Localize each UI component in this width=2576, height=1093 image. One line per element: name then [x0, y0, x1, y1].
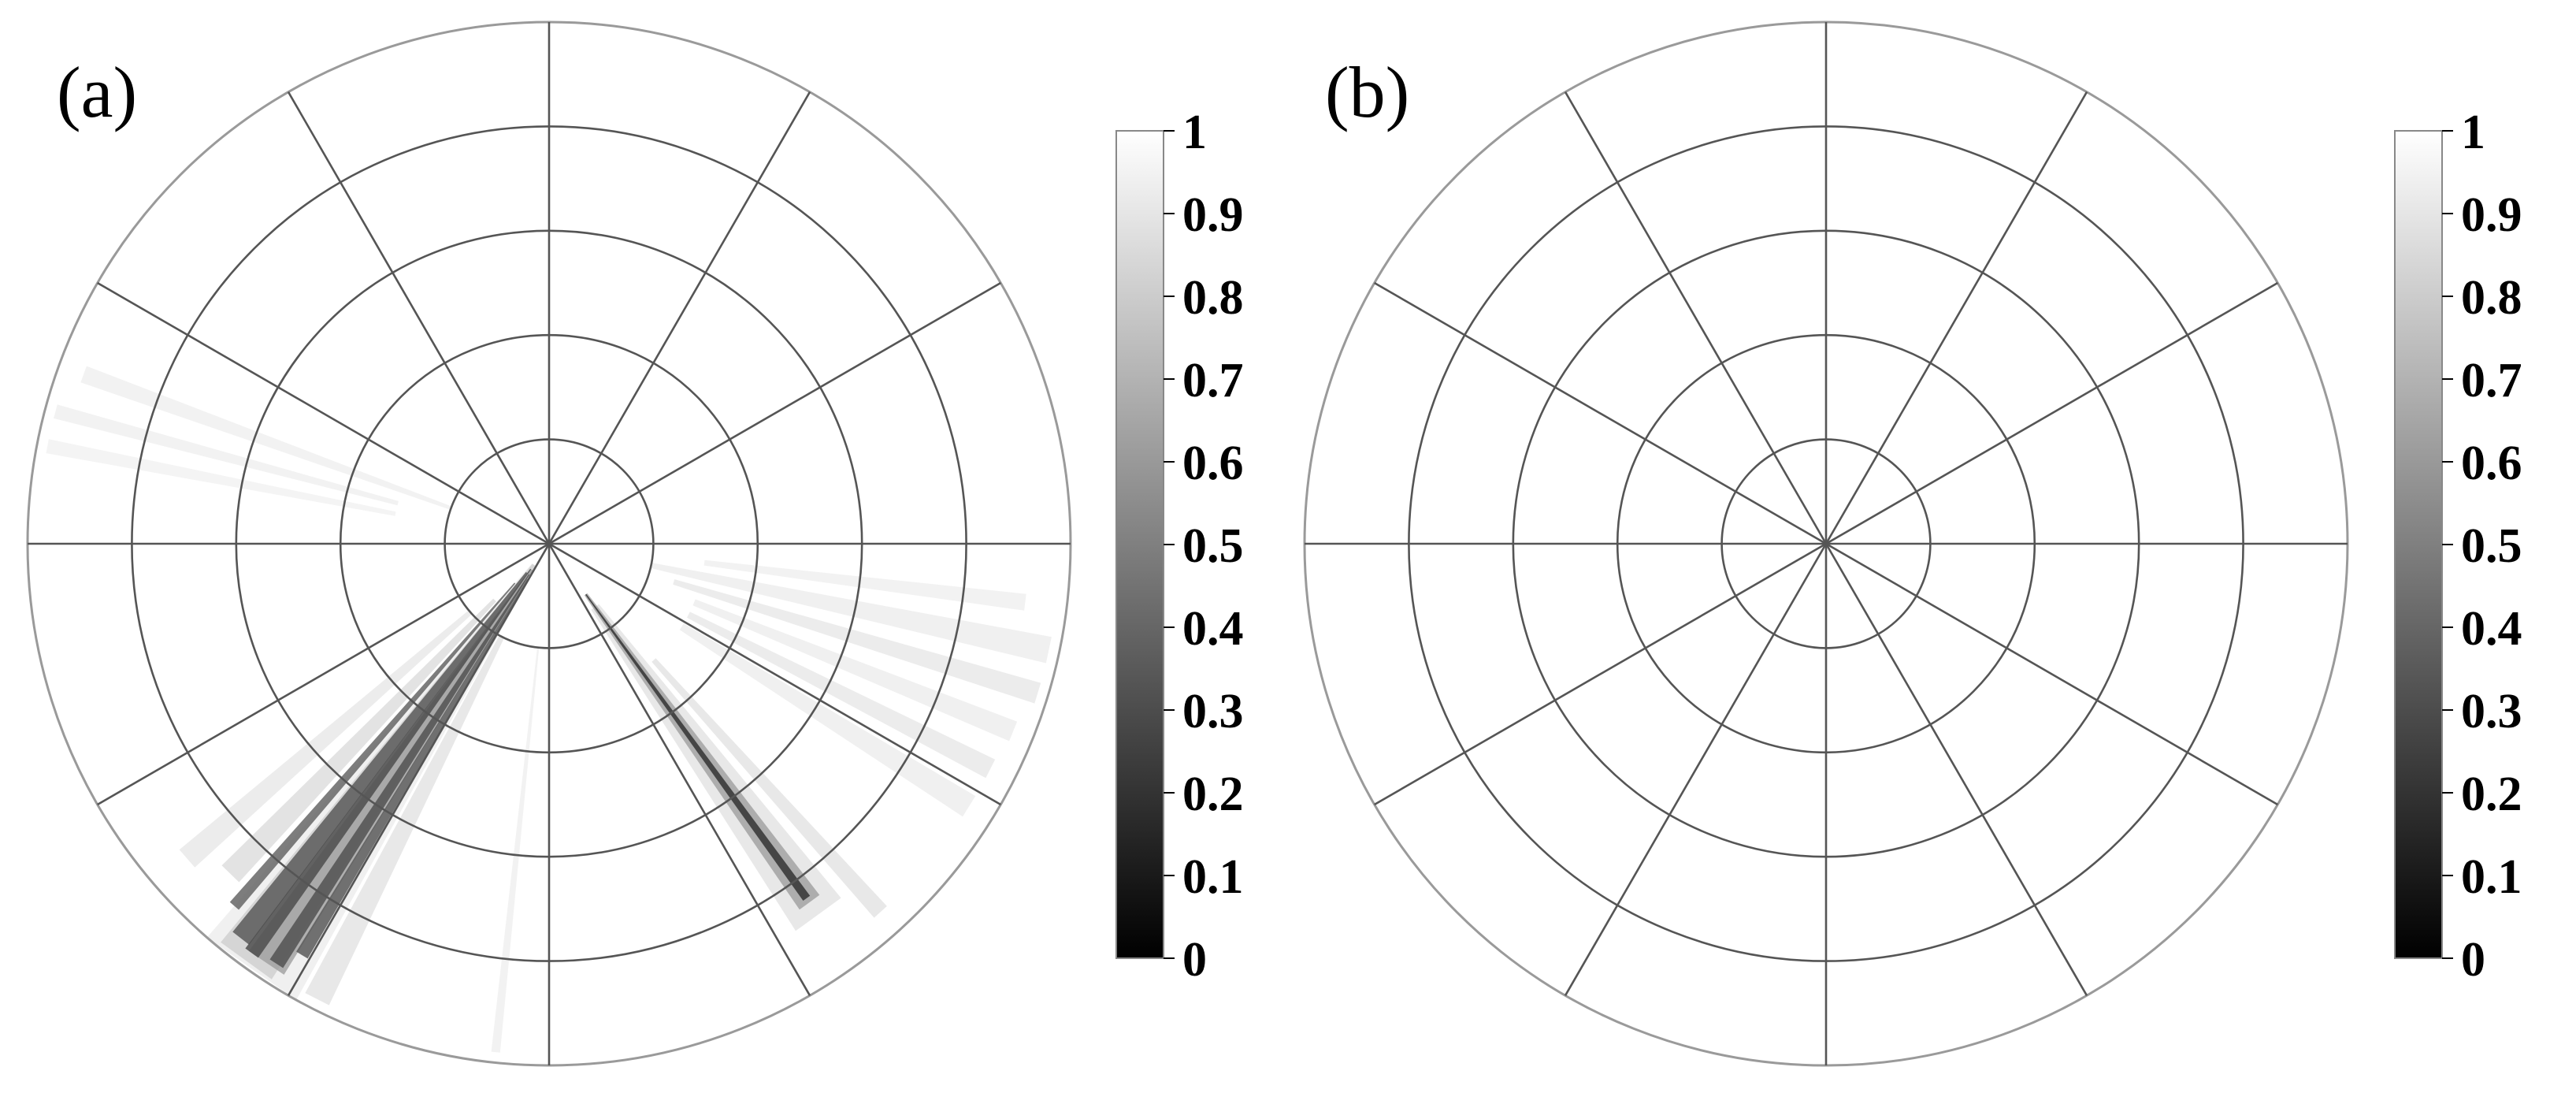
polar-spoke	[287, 543, 551, 996]
colorbar-tick-label: 0.8	[1182, 271, 1244, 325]
colorbar-tick-label: 1	[2461, 106, 2485, 159]
heatmap-streak	[179, 610, 473, 868]
colorbar-tick-label: 0.4	[2461, 602, 2522, 656]
colorbar-tick-label: 1	[1182, 106, 1207, 159]
polar-spoke	[1564, 543, 1828, 996]
polar-spoke	[97, 281, 550, 545]
heatmap-streak	[80, 366, 452, 510]
polar-spoke	[1374, 542, 1827, 806]
colorbar-tick-label: 0.1	[2461, 850, 2522, 904]
colorbar-tick-label: 0.5	[2461, 519, 2522, 573]
polar-panel-b: (b)	[1303, 20, 2349, 1067]
heatmap-streak	[54, 404, 399, 506]
heatmap-streak	[650, 563, 1052, 664]
colorbar-tick-label: 0.3	[1182, 685, 1244, 738]
heatmap-streak	[248, 569, 533, 975]
heatmap-streak	[703, 560, 1026, 611]
polar-spoke	[1564, 91, 1828, 545]
polar-spoke	[548, 281, 1001, 545]
colorbar-tick-label: 0.6	[1182, 437, 1244, 490]
colorbar-tick-label: 0.5	[1182, 519, 1244, 573]
heatmap-streak	[692, 599, 1018, 742]
colorbar-ticks: 0 0.1 0.2 0.3 0.4 0.5 0.6 0.7 0.8 0.9 1	[1164, 106, 1244, 987]
colorbar-tick-label: 0.8	[2461, 271, 2522, 325]
polar-grid	[1303, 20, 2349, 1067]
colorbar-gradient	[2394, 130, 2443, 959]
polar-spoke	[1825, 542, 2278, 806]
colorbar-tick-label: 0.9	[2461, 188, 2522, 242]
colorbar-tick-label: 0.2	[1182, 768, 1244, 821]
polar-grid	[26, 20, 1072, 1067]
polar-spoke	[1824, 91, 2088, 545]
colorbar-ticks: 0 0.1 0.2 0.3 0.4 0.5 0.6 0.7 0.8 0.9 1	[2442, 106, 2522, 987]
polar-spoke	[548, 542, 1001, 806]
heatmap-streak	[491, 647, 540, 1053]
colorbar-tick-label: 0.9	[1182, 188, 1244, 242]
colorbar-gradient	[1115, 130, 1164, 959]
polar-spoke	[547, 543, 811, 996]
polar-panel-a: (a)	[26, 20, 1072, 1067]
polar-spoke	[547, 91, 811, 545]
heatmap-streak	[245, 568, 532, 958]
polar-spoke	[1825, 281, 2278, 545]
polar-spoke	[97, 542, 550, 806]
colorbar-tick-label: 0.1	[1182, 850, 1244, 904]
colorbar: 0 0.1 0.2 0.3 0.4 0.5 0.6 0.7 0.8 0.9 1	[1115, 106, 1244, 987]
heatmap-streak	[229, 582, 516, 910]
heatmap-streak	[46, 439, 396, 516]
heatmap-streak	[585, 593, 811, 901]
polar-spoke	[287, 91, 551, 545]
colorbar-tick-label: 0.3	[2461, 685, 2522, 738]
colorbar: 0 0.1 0.2 0.3 0.4 0.5 0.6 0.7 0.8 0.9 1	[2394, 106, 2522, 987]
colorbar-tick-label: 0.6	[2461, 437, 2522, 490]
heatmap-streak	[269, 574, 530, 968]
colorbar-tick-label: 0.4	[1182, 602, 1244, 656]
heatmap-streak	[232, 571, 528, 945]
heatmap-streak	[673, 579, 1041, 704]
heatmap-streak	[221, 598, 496, 883]
colorbar-tick-label: 0	[2461, 933, 2485, 987]
polar-spoke	[1374, 281, 1827, 545]
panel-label: (a)	[57, 52, 137, 132]
colorbar-tick-label: 0	[1182, 933, 1207, 987]
polar-spoke	[1824, 543, 2088, 996]
colorbar-tick-label: 0.2	[2461, 768, 2522, 821]
panel-label: (b)	[1325, 52, 1409, 132]
colorbar-tick-label: 0.7	[2461, 354, 2522, 407]
colorbar-tick-label: 0.7	[1182, 354, 1244, 407]
heatmap-streak	[296, 579, 529, 959]
